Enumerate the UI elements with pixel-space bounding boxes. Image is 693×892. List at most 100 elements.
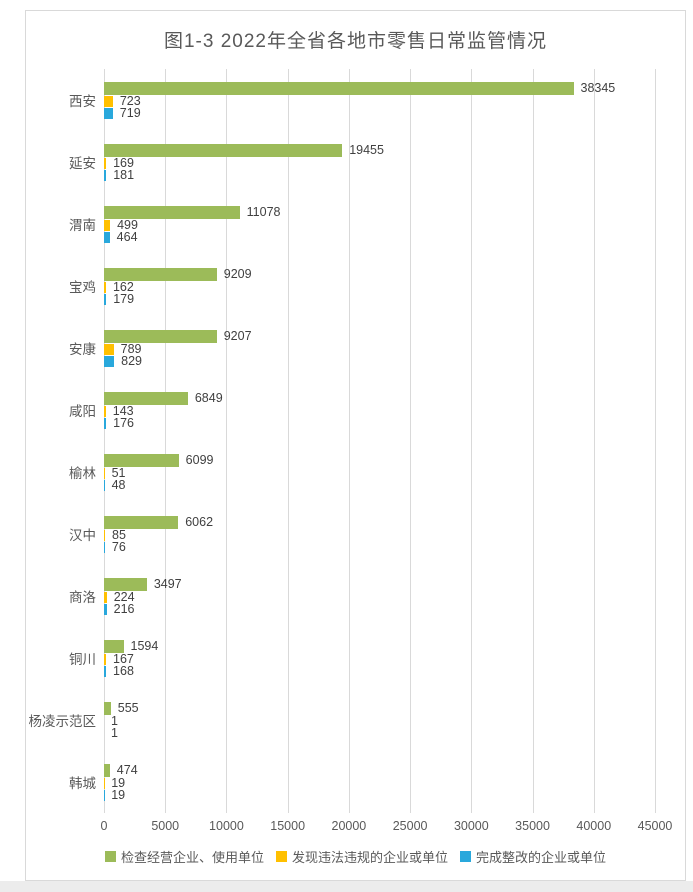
bar-line-green: 474 [104, 762, 655, 777]
x-axis-tick-label: 5000 [151, 819, 180, 833]
bar-line-yellow: 1 [104, 713, 655, 728]
bar-value-label: 6099 [185, 452, 214, 467]
category-bars: 38345 723 719 [104, 69, 655, 131]
bar-value-label: 1 [111, 713, 118, 728]
bar-yellow [104, 95, 113, 107]
bar-blue [104, 665, 107, 677]
bar-line-blue: 76 [104, 539, 655, 554]
x-axis-tick-label: 45000 [637, 819, 673, 833]
bar-value-label: 829 [121, 353, 142, 368]
category-label: 榆林 [69, 466, 96, 481]
category-row: 榆林 6099 51 48 [26, 441, 685, 503]
gridline [348, 69, 350, 813]
bar-yellow [104, 591, 107, 603]
category-row: 汉中 6062 85 76 [26, 503, 685, 565]
gridline-layer [104, 69, 656, 813]
bar-value-label: 9207 [223, 328, 252, 343]
category-bars: 555 1 1 [104, 689, 655, 751]
category-bars: 1594 167 168 [104, 627, 655, 689]
bar-yellow [104, 653, 107, 665]
bar-line-green: 6099 [104, 452, 655, 467]
bar-value-label: 48 [111, 477, 126, 492]
bar-value-label: 464 [116, 229, 138, 244]
bar-line-yellow: 169 [104, 155, 655, 170]
bar-green [104, 205, 240, 219]
bar-line-blue: 829 [104, 353, 655, 368]
bar-value-label: 719 [119, 105, 141, 120]
x-axis-tick-label: 10000 [209, 819, 244, 833]
bar-value-label: 51 [111, 465, 126, 480]
bar-line-yellow: 85 [104, 529, 655, 541]
bar-value-label: 143 [112, 403, 134, 418]
legend-swatch-icon [104, 851, 116, 862]
bar-value-label: 19 [111, 775, 126, 790]
bar-line-blue: 216 [104, 603, 655, 615]
legend-label: 完成整改的企业或单位 [476, 850, 607, 865]
x-axis: 0 5000 10000 15000 20000 25000 30000 35000 40000… [100, 813, 673, 839]
bar-value-label: 3497 [153, 576, 182, 591]
bar-value-label: 555 [117, 700, 139, 715]
bar-value-label: 474 [116, 762, 138, 777]
category-row: 安康 9207 789 829 [26, 317, 685, 379]
category-row: 韩城 474 19 19 [26, 751, 685, 813]
bar-green [104, 391, 188, 405]
bar-blue [104, 107, 113, 119]
bar-line-yellow: 723 [104, 95, 655, 107]
bar-value-label: 181 [113, 167, 135, 182]
bar-value-label: 1 [111, 725, 118, 740]
bar-line-green: 38345 [104, 81, 655, 95]
category-bars: 3497 224 216 [104, 565, 655, 627]
bar-line-yellow: 789 [104, 343, 655, 355]
gridline [226, 69, 228, 813]
bar-line-yellow: 19 [104, 775, 655, 790]
gridline [593, 69, 595, 813]
category-label: 渭南 [69, 218, 96, 233]
bar-line-green: 1594 [104, 638, 655, 653]
bar-blue [104, 417, 107, 429]
legend-swatch-icon [460, 851, 471, 862]
bar-line-yellow: 162 [104, 281, 655, 293]
category-bars: 6849 143 176 [104, 379, 655, 441]
bar-blue [104, 293, 107, 305]
gridline [410, 69, 412, 813]
category-bars: 6099 51 48 [104, 441, 655, 503]
page-background-strip [0, 881, 693, 892]
category-bars: 9209 162 179 [104, 255, 655, 317]
chart-title: 图1-3 2022年全省各地市零售日常监管情况 [163, 31, 547, 52]
bar-line-blue: 719 [104, 105, 655, 120]
chart-container: 图1-3 2022年全省各地市零售日常监管情况 西安 38345 723 719 延安 1… [25, 10, 686, 881]
bar-value-label: 6062 [185, 514, 214, 529]
bar-blue [104, 479, 105, 491]
bar-value-label: 9209 [223, 266, 252, 281]
bar-value-label: 76 [111, 539, 126, 554]
bar-value-label: 169 [113, 155, 134, 170]
legend-item-yellow: 发现违法违规的企业或单位 [275, 847, 448, 866]
bar-value-label: 1594 [130, 638, 159, 653]
bar-line-blue: 464 [104, 229, 655, 244]
bar-value-label: 19455 [349, 142, 384, 157]
bar-value-label: 224 [113, 589, 135, 604]
bar-value-label: 179 [113, 291, 135, 306]
bar-green [104, 453, 179, 467]
bar-line-yellow: 51 [104, 465, 655, 480]
category-row: 咸阳 6849 143 176 [26, 379, 685, 441]
gridline [471, 69, 473, 813]
bar-line-blue: 176 [104, 417, 655, 429]
bar-line-green: 3497 [104, 576, 655, 591]
category-label: 安康 [69, 342, 96, 357]
category-label: 延安 [69, 156, 96, 171]
bar-yellow [104, 157, 107, 169]
x-axis-tick-label: 15000 [270, 819, 306, 833]
legend-item-blue: 完成整改的企业或单位 [460, 847, 606, 866]
bar-line-green: 9209 [104, 266, 655, 281]
category-row: 渭南 11078 499 464 [26, 193, 685, 255]
bar-line-blue: 48 [104, 477, 655, 492]
x-axis-tick-label: 0 [100, 819, 108, 833]
category-bars: 11078 499 464 [104, 193, 655, 255]
bar-green [104, 701, 111, 715]
plot-area: 西安 38345 723 719 延安 19455 169 181 渭南 11078 499 464 宝… [26, 69, 685, 813]
bar-value-label: 499 [117, 217, 138, 232]
category-row: 西安 38345 723 719 [26, 69, 685, 131]
category-label: 宝鸡 [69, 280, 96, 295]
bar-green [104, 81, 574, 95]
